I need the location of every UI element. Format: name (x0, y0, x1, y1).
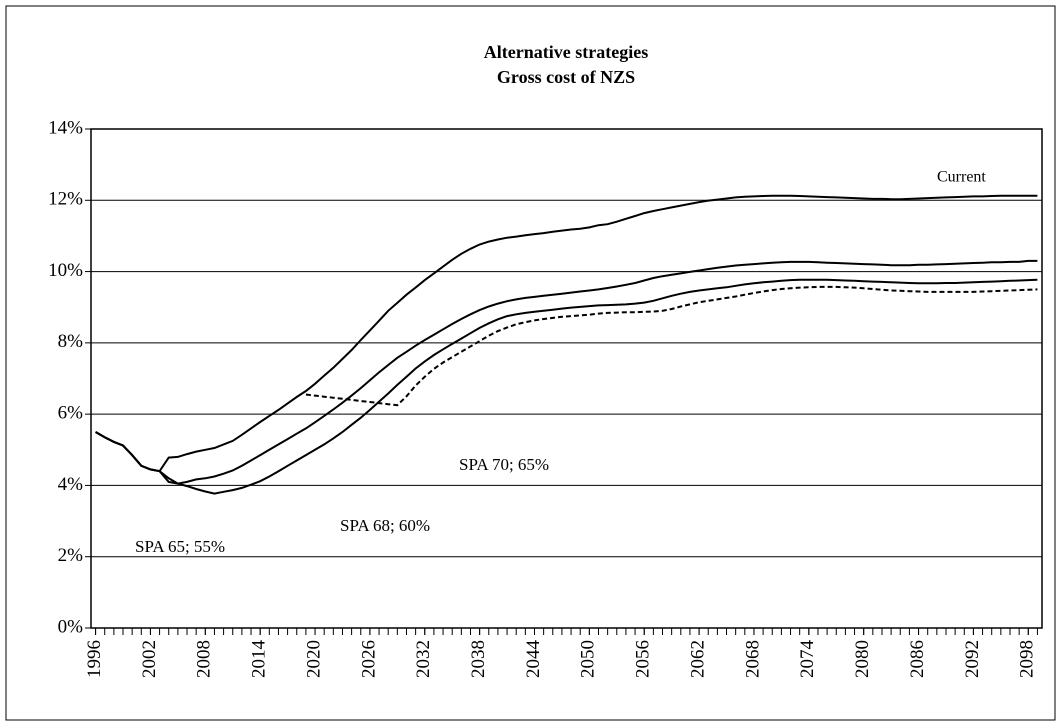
x-tick-label: 2074 (797, 640, 818, 679)
y-tick-label: 4% (58, 474, 84, 495)
series-line (305, 285, 1038, 407)
series-line (95, 278, 1038, 495)
plot-area (90, 128, 1043, 629)
x-tick-label: 2086 (907, 640, 928, 678)
series-line (95, 259, 1038, 485)
x-tick-label: 2014 (249, 640, 270, 679)
x-tick-label: 2050 (578, 640, 599, 678)
series-label: SPA 68; 60% (340, 516, 430, 535)
y-tick-label: 12% (48, 189, 83, 210)
x-tick-label: 2008 (194, 640, 215, 678)
x-tick-label: 2092 (962, 640, 983, 678)
x-tick-label: 2038 (468, 640, 489, 678)
series-line (95, 194, 1038, 473)
x-tick-label: 2056 (633, 640, 654, 678)
chart-title: Alternative strategies (484, 42, 648, 62)
series-label: SPA 70; 65% (459, 455, 549, 474)
x-tick-label: 2044 (523, 640, 544, 679)
x-tick-label: 2062 (687, 640, 708, 678)
y-tick-label: 10% (48, 260, 83, 281)
x-tick-label: 2068 (742, 640, 763, 678)
x-tick-label: 2020 (303, 640, 324, 678)
series-label: Current (937, 169, 986, 186)
x-tick-label: 2032 (413, 640, 434, 678)
x-tick-label: 2002 (139, 640, 160, 678)
x-tick-label: 1996 (84, 640, 105, 678)
y-tick-label: 0% (58, 616, 84, 637)
y-tick-label: 6% (58, 403, 84, 424)
x-tick-label: 2026 (358, 640, 379, 678)
y-tick-label: 8% (58, 331, 84, 352)
x-tick-label: 2080 (852, 640, 873, 678)
y-tick-label: 14% (48, 117, 83, 138)
x-tick-label: 2098 (1017, 640, 1038, 678)
y-tick-label: 2% (58, 545, 84, 566)
series-label: SPA 65; 55% (135, 537, 225, 556)
chart-subtitle: Gross cost of NZS (497, 67, 635, 87)
